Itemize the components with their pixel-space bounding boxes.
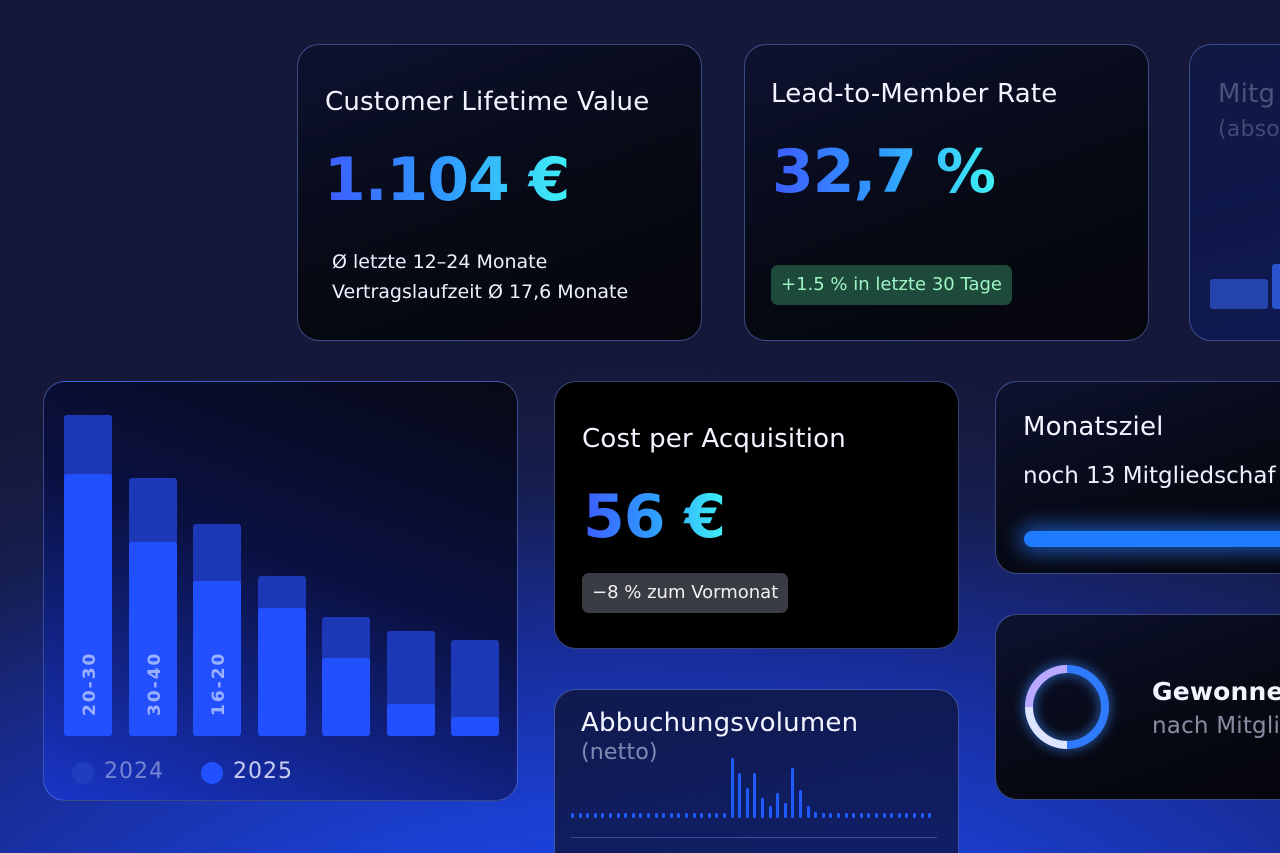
bar-label: 16-20 <box>209 651 229 716</box>
lead-card: Lead-to-Member Rate 32,7 % +1.5 % in let… <box>744 44 1149 341</box>
won-subtitle: nach Mitgli <box>1152 713 1280 739</box>
debit-spike <box>897 813 901 818</box>
debit-spike <box>799 790 802 818</box>
debit-spike <box>707 813 711 818</box>
goal-subtitle: noch 13 Mitgliedschaf <box>1023 463 1276 489</box>
goal-card: Monatsziel noch 13 Mitgliedschaf <box>995 381 1280 574</box>
debit-spike <box>837 813 840 818</box>
clv-title: Customer Lifetime Value <box>325 87 650 117</box>
debit-spike <box>867 813 871 818</box>
debit-spike <box>761 798 764 818</box>
debit-spike <box>844 813 848 818</box>
bar-2025 <box>64 474 112 736</box>
lead-change-badge: +1.5 % in letzte 30 Tage <box>771 265 1012 305</box>
debit-spike <box>631 813 635 818</box>
debit-spike <box>738 773 742 818</box>
debit-spike <box>723 813 726 818</box>
debit-spike <box>776 793 780 818</box>
legend-2024-dot <box>72 762 94 784</box>
age-chart-card: 20-30 30-40 16-20 2024 2025 <box>43 381 518 801</box>
debit-spike <box>669 813 673 818</box>
debit-spike <box>601 813 605 818</box>
debit-spike <box>890 813 894 818</box>
partial-top-bar <box>1210 279 1268 309</box>
debit-spike <box>647 813 650 818</box>
debit-spike <box>616 813 620 818</box>
bar-2025 <box>129 542 177 736</box>
debit-baseline <box>571 837 937 838</box>
bar-2025 <box>193 581 241 736</box>
debit-spike <box>745 788 749 818</box>
debit-spike <box>578 813 582 818</box>
bar-2025 <box>322 658 370 736</box>
cpa-card: Cost per Acquisition 56 € −8 % zum Vormo… <box>554 381 959 649</box>
cpa-value: 56 € <box>583 482 726 552</box>
debit-spike <box>882 813 886 818</box>
debit-spike <box>875 813 878 818</box>
debit-title: Abbuchungsvolumen <box>581 708 859 738</box>
partial-top-card: Mitg (abso <box>1189 44 1280 341</box>
debit-spike <box>852 813 856 818</box>
debit-card: Abbuchungsvolumen (netto) <box>554 689 959 853</box>
debit-spike <box>768 806 772 818</box>
won-donut-segment <box>1025 706 1068 749</box>
debit-sparkline <box>555 690 958 850</box>
goal-progress-bar <box>1024 531 1280 547</box>
clv-card: Customer Lifetime Value 1.104 € Ø letzte… <box>297 44 702 341</box>
debit-subtitle: (netto) <box>581 740 658 765</box>
debit-spike <box>913 813 916 818</box>
legend-2024-label: 2024 <box>104 759 164 784</box>
clv-period: Ø letzte 12–24 Monate <box>332 251 548 273</box>
bar-2025 <box>258 608 306 736</box>
debit-spike <box>639 813 643 818</box>
debit-spike <box>920 813 924 818</box>
debit-spike <box>654 813 658 818</box>
debit-spike <box>821 813 825 818</box>
debit-spike <box>677 813 681 818</box>
won-card: Gewonne nach Mitgli <box>995 614 1280 800</box>
debit-spike <box>685 813 688 818</box>
won-donut-chart <box>1025 665 1109 749</box>
debit-spike <box>593 813 597 818</box>
debit-spike <box>791 768 795 818</box>
bar-2025 <box>387 704 435 736</box>
debit-spike <box>609 813 612 818</box>
bar-label: 20-30 <box>80 651 100 716</box>
debit-spike <box>814 812 818 818</box>
debit-spike <box>571 813 574 818</box>
debit-spike <box>783 803 787 818</box>
lead-value: 32,7 % <box>772 137 996 207</box>
partial-top-subtitle: (abso <box>1218 117 1280 142</box>
debit-spike <box>928 813 932 818</box>
lead-title: Lead-to-Member Rate <box>771 79 1058 109</box>
debit-spike <box>715 813 719 818</box>
debit-spike <box>700 813 704 818</box>
won-title: Gewonne <box>1152 677 1280 706</box>
debit-spike <box>753 773 757 818</box>
debit-spike <box>806 806 810 818</box>
debit-spike <box>586 813 590 818</box>
goal-title: Monatsziel <box>1023 412 1164 442</box>
debit-spike <box>624 813 628 818</box>
cpa-change-badge: −8 % zum Vormonat <box>582 573 789 613</box>
won-donut-segment <box>1025 665 1068 708</box>
debit-spike <box>859 813 863 818</box>
debit-spike <box>692 813 696 818</box>
legend-2025-dot <box>201 762 223 784</box>
debit-spike <box>905 813 909 818</box>
partial-top-bar <box>1272 264 1280 309</box>
partial-top-title: Mitg <box>1218 79 1276 109</box>
clv-contract-duration: Vertragslaufzeit Ø 17,6 Monate <box>332 281 629 303</box>
legend-2025-label: 2025 <box>233 759 293 784</box>
bar-label: 30-40 <box>145 651 165 716</box>
clv-value: 1.104 € <box>324 145 570 215</box>
cpa-title: Cost per Acquisition <box>582 424 846 454</box>
bar-2025 <box>451 717 499 736</box>
debit-spike <box>662 813 666 818</box>
debit-spike <box>829 813 833 818</box>
debit-spike <box>730 758 734 818</box>
